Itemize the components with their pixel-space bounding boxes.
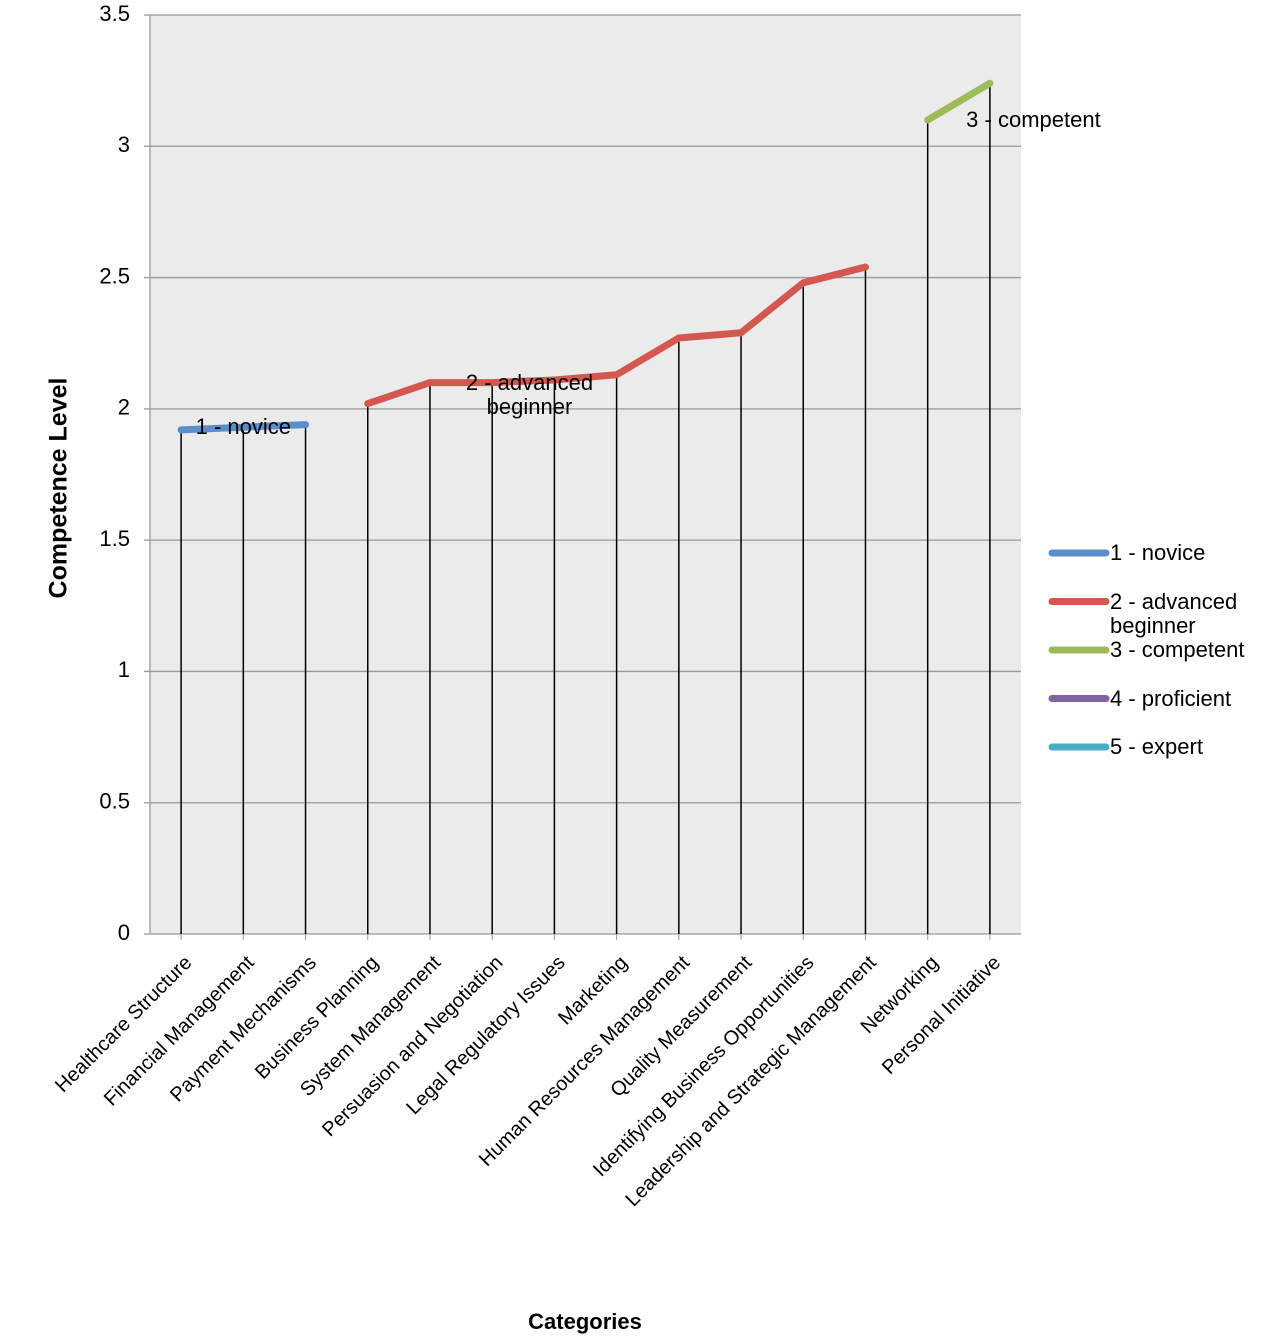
x-tick-label: Personal Initiative: [878, 952, 1005, 1079]
x-axis-label: Categories: [528, 1309, 642, 1334]
y-tick-label: 0: [118, 920, 130, 945]
y-tick-label: 3.5: [99, 1, 130, 26]
y-tick-label: 1.5: [99, 526, 130, 551]
series-line: [364, 263, 869, 408]
annotation: 2 - advanced beginner: [465, 369, 594, 419]
series-line: [924, 79, 994, 124]
legend-label: 4 - proficient: [1110, 685, 1232, 711]
legend-label: 3 - competent: [1110, 637, 1245, 662]
legend-label: 1 - novice: [1110, 540, 1206, 565]
x-tick-label: Identifying Business Opportunities: [589, 952, 818, 1181]
y-tick-label: 2: [118, 395, 130, 420]
series-line: [177, 421, 310, 434]
annotation: 1 - novice: [195, 414, 291, 440]
y-tick-label: 2.5: [99, 263, 130, 288]
legend-label: 5 - expert: [1110, 734, 1203, 759]
y-tick-label: 0.5: [99, 789, 130, 814]
y-axis-label: Competence Level: [45, 378, 73, 599]
legend-label: 2 - advanced beginner: [1110, 588, 1238, 638]
annotation: 3 - competent: [966, 107, 1101, 133]
y-tick-label: 1: [118, 657, 130, 682]
plot-area: [150, 15, 1021, 934]
y-tick-label: 3: [118, 132, 130, 157]
